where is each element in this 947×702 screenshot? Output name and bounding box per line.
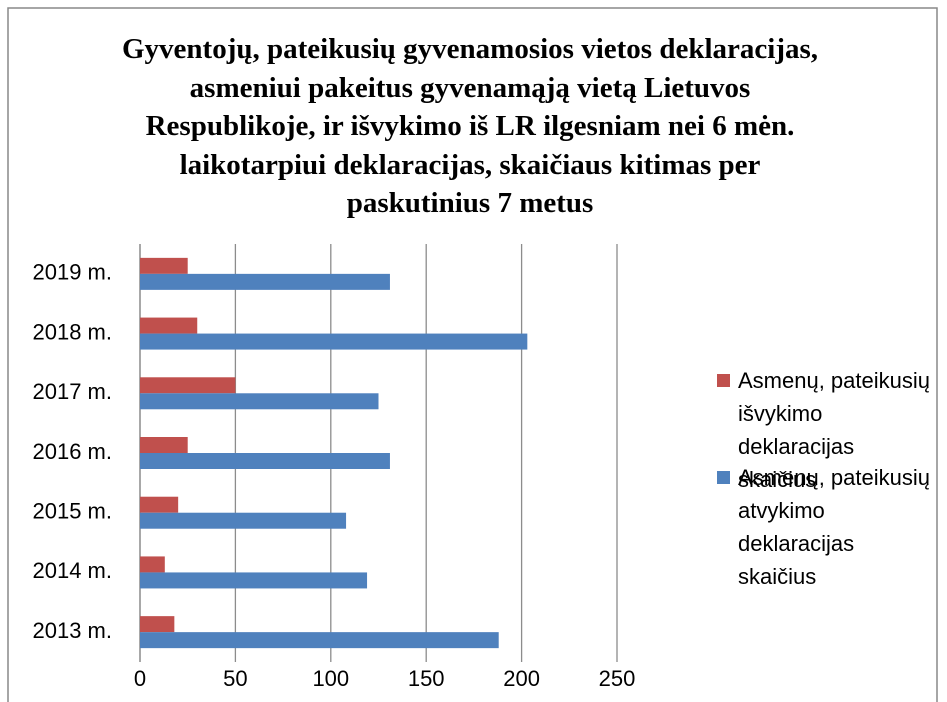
y-tick-label: 2016 m. [33, 439, 113, 464]
bar [140, 257, 188, 274]
x-tick-label: 250 [599, 666, 636, 691]
bar [140, 512, 347, 529]
x-tick-label: 0 [134, 666, 146, 691]
bar [140, 556, 165, 573]
bar [140, 453, 390, 469]
bar [140, 333, 528, 350]
chart-frame [7, 7, 938, 702]
legend-label: Asmenų, pateikusių išvykimo deklaracijas… [738, 368, 930, 492]
bar [140, 393, 379, 410]
bar [140, 572, 368, 589]
x-tick-label: 200 [503, 666, 540, 691]
legend-label: Asmenų, pateikusių atvykimo deklaracijas… [738, 465, 930, 589]
chart-title: Gyventojų, pateikusių gyvenamosios vieto… [121, 33, 819, 219]
legend-swatch [717, 471, 730, 484]
bar [140, 496, 179, 513]
y-tick-label: 2013 m. [33, 618, 113, 643]
bar [140, 273, 390, 290]
bar [140, 632, 499, 649]
y-tick-label: 2017 m. [33, 379, 113, 404]
bar [140, 437, 188, 453]
y-tick-label: 2014 m. [33, 558, 113, 583]
legend-swatch [717, 374, 730, 387]
y-tick-label: 2015 m. [33, 499, 113, 524]
bar [140, 616, 175, 633]
y-tick-label: 2019 m. [33, 260, 113, 285]
bar [140, 377, 236, 394]
x-tick-label: 50 [223, 666, 247, 691]
y-tick-label: 2018 m. [33, 319, 113, 344]
x-tick-label: 150 [408, 666, 445, 691]
x-tick-label: 100 [312, 666, 349, 691]
bar [140, 317, 198, 334]
